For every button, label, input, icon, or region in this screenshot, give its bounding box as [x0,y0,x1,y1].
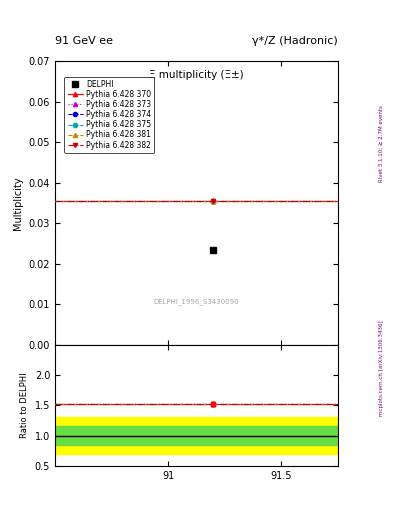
Line: Pythia 6.428 382: Pythia 6.428 382 [53,199,340,203]
Pythia 6.428 375 [336,198,340,204]
Text: mcplots.cern.ch [arXiv:1306.3436]: mcplots.cern.ch [arXiv:1306.3436] [379,321,384,416]
Text: Rivet 3.1.10; ≥ 2.7M events: Rivet 3.1.10; ≥ 2.7M events [379,105,384,182]
Pythia 6.428 382 [336,198,340,204]
Text: γ*/Z (Hadronic): γ*/Z (Hadronic) [252,36,338,46]
Bar [55,426,338,445]
Line: Pythia 6.428 370: Pythia 6.428 370 [53,199,340,203]
Line: Pythia 6.428 374: Pythia 6.428 374 [53,199,340,203]
Bar [55,417,338,454]
Pythia 6.428 370 [336,198,340,204]
Text: DELPHI_1996_S3430090: DELPHI_1996_S3430090 [154,298,239,306]
Pythia 6.428 374 [53,198,57,204]
Pythia 6.428 370 [211,198,216,204]
Line: Pythia 6.428 375: Pythia 6.428 375 [53,199,340,203]
Text: 91 GeV ee: 91 GeV ee [55,36,113,46]
Pythia 6.428 370 [53,198,57,204]
Pythia 6.428 381 [336,198,340,204]
Legend: DELPHI, Pythia 6.428 370, Pythia 6.428 373, Pythia 6.428 374, Pythia 6.428 375, : DELPHI, Pythia 6.428 370, Pythia 6.428 3… [64,77,154,153]
Pythia 6.428 375 [211,198,216,204]
Pythia 6.428 374 [211,198,216,204]
Text: Ξ multiplicity (Ξ±): Ξ multiplicity (Ξ±) [149,70,244,80]
Pythia 6.428 375 [53,198,57,204]
Y-axis label: Multiplicity: Multiplicity [13,176,23,230]
Pythia 6.428 381 [211,198,216,204]
Pythia 6.428 373 [53,198,57,204]
Pythia 6.428 373 [336,198,340,204]
Y-axis label: Ratio to DELPHI: Ratio to DELPHI [20,372,29,438]
Pythia 6.428 382 [211,198,216,204]
Pythia 6.428 374 [336,198,340,204]
Pythia 6.428 381 [53,198,57,204]
Pythia 6.428 373 [211,198,216,204]
Line: Pythia 6.428 381: Pythia 6.428 381 [53,199,340,203]
Line: Pythia 6.428 373: Pythia 6.428 373 [53,199,340,203]
Pythia 6.428 382 [53,198,57,204]
